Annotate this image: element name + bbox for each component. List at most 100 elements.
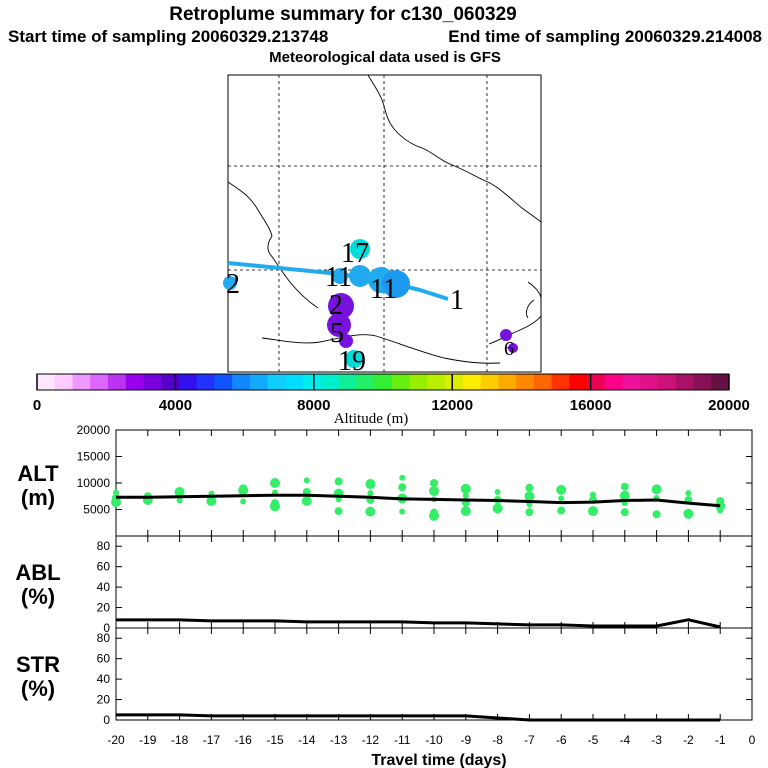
alt-point xyxy=(430,479,438,487)
colorbar-segment xyxy=(196,374,215,390)
alt-point xyxy=(717,507,724,514)
alt-point xyxy=(399,474,406,481)
panel-label-line2: (%) xyxy=(21,676,55,701)
colorbar-segment xyxy=(320,374,340,390)
colorbar-segment xyxy=(338,374,357,390)
alt-point xyxy=(238,485,249,496)
plume-label: 19 xyxy=(338,346,366,377)
panel-label-line1: STR xyxy=(16,652,60,677)
alt-point xyxy=(334,507,343,516)
y-tick-label: 80 xyxy=(97,539,111,553)
colorbar-segment xyxy=(90,374,109,390)
plume-label: 11 xyxy=(325,262,352,293)
x-tick-label: -3 xyxy=(651,733,662,747)
x-tick-label: -1 xyxy=(715,733,726,747)
colorbar-label: Altitude (m) xyxy=(334,411,409,427)
colorbar-tick-label: 4000 xyxy=(159,397,192,414)
x-tick-label: -7 xyxy=(524,733,535,747)
alt-point xyxy=(365,506,376,517)
colorbar-segment xyxy=(214,374,233,390)
start-time-label: Start time of sampling 20060329.213748 xyxy=(8,27,328,46)
alt-point xyxy=(494,507,501,514)
alt-point xyxy=(240,498,247,505)
y-tick-label: 0 xyxy=(103,621,110,635)
altitude-colorbar: 0 4000 8000 12000 16000 20000 xyxy=(33,373,750,414)
colorbar-segment xyxy=(37,374,56,390)
alt-point xyxy=(335,496,342,503)
x-axis-label: Travel time (days) xyxy=(371,752,506,768)
plume-label: 17 xyxy=(341,238,369,269)
plume-marker xyxy=(345,350,363,368)
colorbar-segment xyxy=(107,374,127,390)
figure-title: Retroplume summary for c130_060329 xyxy=(169,4,516,25)
plume-marker xyxy=(350,239,370,259)
y-tick-label: 20000 xyxy=(77,423,111,437)
alt-point xyxy=(174,487,185,498)
str-panel: 80 60 40 20 0 STR(%) xyxy=(16,627,753,727)
abl-line xyxy=(116,618,721,629)
alt-point xyxy=(460,483,471,494)
y-tick-label: 15000 xyxy=(77,450,111,464)
colorbar-tick-label: 8000 xyxy=(297,397,330,414)
alt-point xyxy=(558,495,565,502)
x-tick-label: -8 xyxy=(492,733,503,747)
alt-point xyxy=(399,508,406,515)
alt-point xyxy=(113,489,119,496)
plume-marker xyxy=(223,276,237,290)
colorbar-segment xyxy=(480,374,499,390)
plume-labels: 17 11 11 1 2 2 5 19 6 xyxy=(226,238,514,377)
alt-point xyxy=(462,492,469,499)
x-tick-label: -14 xyxy=(298,733,316,747)
alt-point xyxy=(590,491,596,498)
alt-point xyxy=(685,512,692,519)
alt-point xyxy=(685,490,692,497)
alt-point xyxy=(460,506,471,517)
alt-point xyxy=(176,497,183,504)
plume-label: 1 xyxy=(450,285,464,316)
colorbar-segment xyxy=(54,374,73,390)
timeseries-panels: 2000015000100005000ALT(m)806040200ABL(%)… xyxy=(15,423,755,747)
x-tick-label: -17 xyxy=(203,733,221,747)
y-tick-label: 40 xyxy=(97,580,111,594)
alt-point xyxy=(620,482,629,491)
alt-panel: 20000 15000 10000 5000 ALT(m) xyxy=(17,423,753,537)
x-tick-label: -6 xyxy=(556,733,567,747)
x-tick-label: -19 xyxy=(139,733,157,747)
colorbar-segment xyxy=(604,374,624,390)
y-tick-label: 60 xyxy=(97,560,111,574)
y-tick-label: 20 xyxy=(97,693,111,707)
plume-marker xyxy=(327,313,351,337)
end-time-label: End time of sampling 20060329.214008 xyxy=(448,27,762,46)
colorbar-segment xyxy=(427,374,446,390)
alt-point xyxy=(588,506,598,517)
colorbar-tick-label: 0 xyxy=(33,397,41,414)
x-tick-label: -18 xyxy=(171,733,189,747)
colorbar-segment xyxy=(391,374,411,390)
x-tick-label: -11 xyxy=(394,733,411,747)
colorbar-segment xyxy=(72,374,91,390)
alt-mean-line xyxy=(116,493,721,508)
x-tick-label: -4 xyxy=(619,733,630,747)
plume-marker xyxy=(332,268,348,284)
x-tick-label: -20 xyxy=(107,733,125,747)
alt-point xyxy=(525,508,534,517)
panel-label-line2: (m) xyxy=(21,485,55,510)
alt-point xyxy=(429,510,439,521)
x-tick-label: -9 xyxy=(460,733,471,747)
alt-point xyxy=(334,477,343,486)
panel-label-line1: ABL xyxy=(15,560,60,585)
alt-point xyxy=(398,483,407,492)
alt-point xyxy=(367,490,374,497)
alt-point xyxy=(429,485,439,496)
colorbar-segment xyxy=(125,374,144,390)
map-panel: 17 11 11 1 2 2 5 19 6 xyxy=(223,74,542,377)
panel-frame xyxy=(115,627,753,721)
y-tick-label: 10000 xyxy=(77,476,111,490)
plume-marker xyxy=(349,265,371,287)
met-data-label: Meteorological data used is GFS xyxy=(269,49,501,66)
x-tick-label: -16 xyxy=(235,733,253,747)
plume-marker xyxy=(328,293,354,319)
alt-point xyxy=(270,478,280,488)
plume-marker xyxy=(339,334,353,348)
